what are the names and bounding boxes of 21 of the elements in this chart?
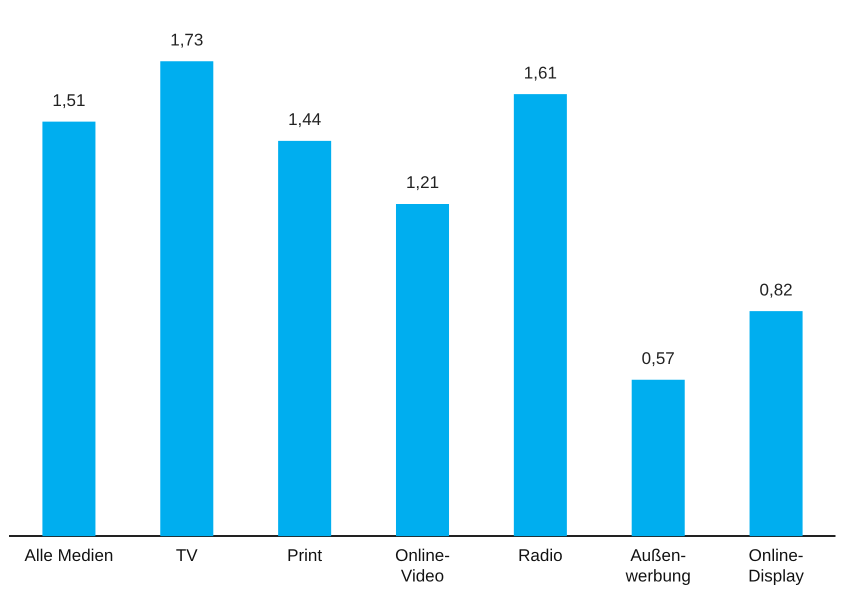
x-tick-label: Außen- werbung [624, 546, 691, 586]
data-label: 1,44 [288, 110, 322, 130]
bar [160, 61, 214, 536]
bar [514, 94, 567, 536]
bar [632, 380, 685, 536]
x-tick-label: TV [176, 546, 198, 566]
data-label: 1,73 [170, 30, 204, 50]
x-tick-label: Online- Video [395, 546, 450, 586]
bar [278, 140, 332, 536]
bar [396, 204, 450, 536]
x-tick-label: Print [287, 546, 322, 566]
data-label: 1,61 [524, 63, 557, 82]
data-label: 1,21 [406, 173, 440, 192]
x-tick-label: Alle Medien [24, 546, 114, 566]
bar [750, 311, 803, 536]
x-tick-label: Radio [518, 546, 563, 566]
data-label: 0,57 [642, 348, 675, 368]
data-label: 0,82 [760, 280, 793, 300]
bar [42, 122, 96, 536]
data-label: 1,51 [52, 90, 86, 110]
x-tick-label: Online- Display [748, 546, 804, 586]
